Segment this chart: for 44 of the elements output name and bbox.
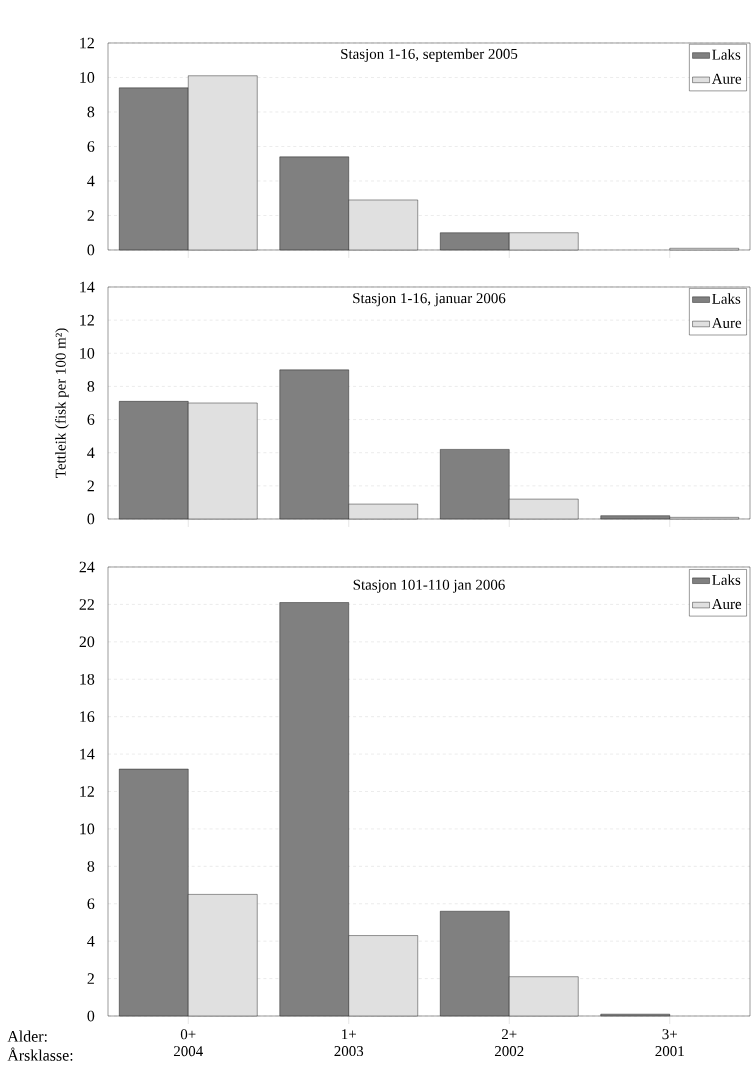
y-tick-label: 12 — [80, 786, 94, 797]
y-tick-label: 24 — [79, 561, 95, 573]
legend-label: Aure — [711, 73, 742, 84]
legend-label: Laks — [712, 293, 741, 304]
y-tick-label: 8 — [87, 381, 95, 392]
y-tick-label: 4 — [87, 175, 95, 187]
y-tick-label: 22 — [79, 599, 94, 610]
y-axis-title: Tettleik (fisk per 100 m²) — [55, 328, 69, 478]
y-tick-label: 8 — [87, 860, 95, 872]
y-tick-label: 18 — [80, 673, 95, 685]
legend-label: Aure — [711, 599, 742, 610]
y-tick-label: 6 — [87, 414, 95, 425]
y-tick-label: 16 — [80, 711, 95, 723]
y-tick-label: 6 — [87, 898, 95, 910]
y-tick-label: 0 — [87, 1010, 95, 1022]
y-tick-label: 4 — [87, 447, 95, 458]
y-tick-label: 2 — [87, 480, 94, 492]
text: Årsklasse: — [7, 1047, 73, 1061]
legend-label: Laks — [712, 574, 741, 585]
y-tick-label: 20 — [79, 636, 95, 648]
y-tick-label: 0 — [87, 513, 95, 525]
chart-title: Stasjon 1-16, januar 2006 — [353, 293, 506, 307]
legend-label: Aure — [711, 317, 742, 328]
text: Alder: — [7, 1030, 47, 1042]
y-tick-label: 2 — [87, 973, 94, 984]
x-tick-label: 3+ 2001 — [655, 1029, 684, 1057]
y-tick-label: 12 — [80, 37, 94, 49]
y-tick-label: 10 — [80, 347, 95, 359]
y-tick-label: 6 — [87, 141, 95, 152]
x-tick-label: 1+ 2003 — [334, 1029, 364, 1057]
chart-title: Stasjon 1-16, september 2005 — [341, 48, 518, 62]
y-tick-label: 8 — [87, 106, 95, 118]
x-tick-label: 0+ 2004 — [173, 1029, 203, 1057]
y-tick-label: 0 — [87, 244, 95, 256]
x-tick-label: 2+ 2002 — [494, 1029, 524, 1057]
y-tick-label: 10 — [80, 72, 95, 83]
text: Stasjon 101-110 jan 2006 — [353, 579, 505, 593]
y-tick-label: 4 — [87, 935, 95, 947]
y-tick-label: 12 — [80, 314, 94, 326]
y-tick-label: 14 — [80, 748, 95, 760]
legend-label: Laks — [712, 49, 741, 60]
y-tick-label: 2 — [87, 210, 94, 221]
y-tick-label: 14 — [80, 281, 95, 293]
y-tick-label: 10 — [80, 823, 95, 835]
